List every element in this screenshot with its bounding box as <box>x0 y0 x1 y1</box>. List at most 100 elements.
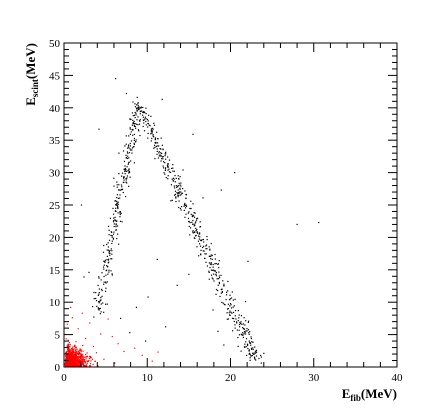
data-point <box>97 308 99 310</box>
data-point <box>177 194 179 196</box>
data-point <box>144 111 146 114</box>
data-point <box>235 321 238 323</box>
data-point <box>128 185 130 187</box>
data-point <box>80 365 83 367</box>
data-point <box>164 169 166 171</box>
data-point <box>131 129 133 131</box>
data-point <box>246 330 248 332</box>
data-point <box>192 214 194 216</box>
data-point <box>194 231 196 233</box>
data-point <box>166 165 169 167</box>
data-point <box>173 194 176 196</box>
data-point <box>199 245 202 247</box>
data-point <box>143 119 145 122</box>
data-point <box>119 212 121 214</box>
data-point <box>110 234 112 236</box>
data-point <box>174 175 176 177</box>
data-point <box>100 297 102 299</box>
data-point <box>119 213 121 216</box>
data-point <box>66 359 68 361</box>
data-point <box>222 280 224 282</box>
data-point <box>67 356 69 358</box>
data-point <box>167 166 170 168</box>
data-point <box>103 260 105 262</box>
data-point <box>112 213 115 215</box>
data-point <box>131 124 134 126</box>
data-point <box>185 197 187 200</box>
data-point <box>105 274 107 276</box>
data-point <box>145 118 147 120</box>
data-point <box>98 309 100 311</box>
data-point <box>128 157 130 159</box>
data-point <box>107 259 110 261</box>
data-point <box>155 142 157 144</box>
y-tick-label: 30 <box>49 168 61 180</box>
data-point <box>75 349 77 351</box>
data-point <box>177 192 179 194</box>
data-point <box>115 204 117 206</box>
data-point <box>196 231 198 233</box>
data-point <box>72 353 74 355</box>
data-point <box>189 221 191 224</box>
data-point <box>237 336 239 339</box>
data-point <box>149 125 151 127</box>
data-point <box>140 106 143 108</box>
data-point <box>82 354 84 356</box>
data-point <box>248 349 250 351</box>
data-point <box>76 360 78 363</box>
data-point <box>71 354 73 356</box>
data-point <box>68 362 70 365</box>
data-point <box>196 246 198 248</box>
data-point <box>79 353 81 355</box>
data-point <box>196 217 199 219</box>
data-point <box>255 359 257 361</box>
data-point <box>66 323 68 325</box>
data-point <box>133 137 136 140</box>
data-point <box>227 290 229 292</box>
data-point <box>69 364 71 366</box>
data-point <box>202 197 204 199</box>
data-point <box>214 270 216 272</box>
data-point <box>202 246 204 249</box>
data-point <box>218 260 220 262</box>
data-point <box>161 152 163 155</box>
data-point <box>206 265 208 267</box>
data-point <box>133 143 135 145</box>
data-point <box>120 184 123 186</box>
data-point <box>247 321 249 324</box>
data-point <box>185 205 188 207</box>
data-point <box>144 116 146 118</box>
data-point <box>103 281 105 283</box>
data-point <box>67 344 69 346</box>
data-point <box>171 199 173 201</box>
data-point <box>199 236 201 238</box>
data-point <box>145 107 147 109</box>
data-point <box>97 294 99 296</box>
data-point <box>85 353 87 355</box>
data-point <box>88 359 90 362</box>
data-point <box>75 346 77 349</box>
data-point <box>83 276 85 278</box>
data-point <box>165 167 167 169</box>
data-point <box>69 363 71 365</box>
data-point <box>78 359 80 361</box>
data-point <box>82 363 84 366</box>
data-point <box>80 355 82 357</box>
data-point <box>212 266 214 268</box>
data-point <box>104 290 107 292</box>
data-point <box>95 352 98 354</box>
data-point <box>243 346 246 348</box>
data-point <box>243 331 246 333</box>
data-point <box>65 365 67 367</box>
data-point <box>192 223 194 225</box>
data-point <box>81 356 83 358</box>
data-point <box>84 362 86 364</box>
data-point <box>153 136 155 138</box>
data-point <box>98 302 100 304</box>
data-point <box>108 250 110 253</box>
data-point <box>75 359 77 361</box>
data-point <box>127 152 129 154</box>
data-point <box>228 312 230 314</box>
data-point <box>245 320 247 322</box>
data-point <box>120 317 122 319</box>
